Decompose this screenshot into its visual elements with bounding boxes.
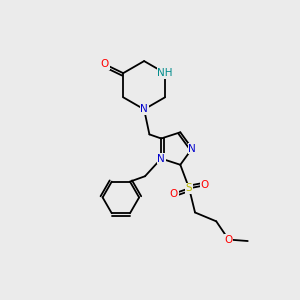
Text: NH: NH (157, 68, 173, 78)
Text: O: O (101, 59, 109, 69)
Text: O: O (170, 189, 178, 199)
Text: O: O (200, 180, 208, 190)
Text: N: N (140, 104, 148, 114)
Text: O: O (224, 235, 233, 244)
Text: N: N (188, 143, 196, 154)
Text: S: S (186, 183, 193, 193)
Text: N: N (157, 154, 165, 164)
